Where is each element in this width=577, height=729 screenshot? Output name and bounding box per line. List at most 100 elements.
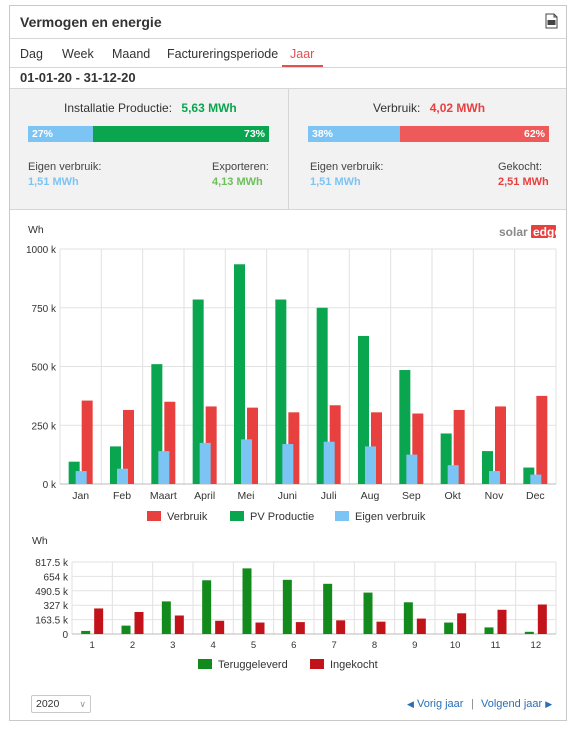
x-tick-label: Sep (402, 490, 421, 502)
x-tick-label: 12 (531, 640, 542, 651)
bar-ingekocht (457, 613, 467, 634)
x-tick-label: 11 (491, 640, 501, 651)
bar-teruggeleverd (363, 592, 373, 634)
x-tick-label: Aug (361, 490, 380, 502)
bar-teruggeleverd (444, 622, 454, 634)
brand-logo-box (531, 225, 556, 238)
production-export-segment: 73% (93, 126, 269, 142)
bar-pv-productie (151, 364, 163, 484)
bar-ingekocht (134, 611, 144, 634)
y-tick-label: 163.5 k (35, 616, 69, 627)
bar-eigen-verbruik (158, 451, 170, 484)
legend-label: Eigen verbruik (355, 511, 426, 523)
bar-ingekocht (174, 615, 184, 634)
tab-jaar[interactable]: Jaar (290, 47, 315, 61)
y-tick-label: 654 k (44, 572, 69, 583)
bar-pv-productie (68, 461, 80, 484)
bar-eigen-verbruik (447, 465, 459, 484)
bar-verbruik (371, 412, 382, 484)
x-tick-label: Okt (444, 490, 460, 502)
bar-verbruik (453, 409, 465, 484)
bar-eigen-verbruik (241, 439, 252, 484)
next-year-link[interactable]: Volgend jaar ▶ (481, 698, 553, 710)
monthly-energy-chart: solar edge Wh 0 k 250 k 500 k 750 k 1000 k Jan Fe… (26, 224, 561, 523)
x-tick-label: 8 (372, 640, 377, 651)
x-tick-label: Juni (278, 490, 297, 502)
production-self-segment: 27% (28, 126, 93, 142)
y-tick-label: 817.5 k (35, 558, 69, 569)
bar-eigen-verbruik (75, 471, 87, 484)
bar-ingekocht (376, 621, 386, 634)
bar-ingekocht (215, 620, 225, 634)
production-title: Installatie Productie: 5,63 MWh (64, 101, 237, 115)
caret-left-icon: ◀ (407, 699, 414, 709)
x-tick-label: 10 (450, 640, 461, 651)
y-tick-label: 327 k (44, 601, 69, 612)
bar-eigen-verbruik (406, 454, 418, 484)
y-tick-label: 490.5 k (35, 587, 69, 598)
legend-label: Verbruik (167, 511, 208, 523)
energy-widget: Vermogen en energie Dag Week Maand Factu… (9, 5, 567, 721)
bar-teruggeleverd (161, 601, 171, 634)
bar-teruggeleverd (484, 627, 494, 634)
x-tick-label: 7 (332, 640, 337, 651)
date-range: 01-01-20 - 31-12-20 (20, 70, 136, 85)
caret-right-icon: ▶ (545, 699, 553, 709)
bar-eigen-verbruik (365, 446, 376, 484)
bar-ingekocht (497, 609, 507, 634)
energy-summary: Installatie Productie: 5,63 MWh 27% 73% … (10, 88, 566, 210)
chevron-down-icon: ∨ (79, 699, 86, 709)
brand-logo-edge: edge (533, 225, 561, 239)
y-tick-label: 0 k (43, 480, 57, 491)
x-tick-label: 9 (412, 640, 417, 651)
bar-pv-productie (399, 370, 411, 484)
bar-teruggeleverd (524, 631, 534, 634)
bar-ingekocht (295, 622, 305, 634)
bar-ingekocht (94, 608, 104, 634)
x-tick-label: 1 (90, 640, 95, 651)
x-tick-label: Mei (238, 490, 255, 502)
year-select[interactable]: 2020 ∨ (31, 695, 91, 713)
production-self-label: Eigen verbruik: (28, 161, 102, 173)
x-tick-label: 4 (211, 640, 216, 651)
x-tick-label: 6 (291, 640, 296, 651)
bar-verbruik (495, 406, 506, 484)
consumption-total: 4,02 MWh (429, 101, 486, 115)
tab-dag[interactable]: Dag (20, 47, 43, 61)
consumption-self-value: 1,51 MWh (310, 176, 361, 188)
summary-divider (288, 89, 289, 209)
bar-verbruik (123, 409, 134, 484)
charts-area: solar edge Wh 0 k 250 k 500 k 750 k 1000 k Jan Fe… (10, 209, 566, 699)
x-tick-label: Jan (72, 490, 89, 502)
tab-week[interactable]: Week (62, 47, 94, 61)
y-axis-label: Wh (32, 535, 48, 547)
prev-year-link[interactable]: ◀ Vorig jaar (407, 698, 464, 710)
x-tick-label: Maart (150, 490, 177, 502)
bar-eigen-verbruik (489, 471, 500, 484)
bar-ingekocht (416, 618, 426, 634)
nav-separator: | (471, 698, 474, 710)
tab-maand[interactable]: Maand (112, 47, 151, 61)
bar-ingekocht (255, 622, 265, 634)
bar-teruggeleverd (81, 630, 91, 634)
y-tick-label: 500 k (32, 363, 57, 374)
x-tick-label: Nov (485, 490, 504, 502)
active-tab-indicator (282, 65, 323, 67)
legend-swatch (310, 659, 324, 669)
bar-verbruik (329, 405, 341, 484)
bar-eigen-verbruik (199, 442, 211, 484)
consumption-split-bar: 38% 62% (308, 126, 549, 142)
bar-eigen-verbruik (323, 441, 335, 484)
x-tick-label: Feb (113, 490, 131, 502)
y-tick-label: 250 k (32, 421, 57, 432)
bar-teruggeleverd (403, 602, 413, 634)
y-tick-label: 0 (62, 630, 68, 641)
legend-swatch (230, 511, 244, 521)
production-self-value: 1,51 MWh (28, 176, 79, 188)
csv-export-icon[interactable] (545, 13, 558, 29)
bar-verbruik (288, 412, 300, 484)
bar-pv-productie (358, 335, 369, 484)
tab-factureringsperiode[interactable]: Factureringsperiode (167, 47, 279, 61)
production-export-value: 4,13 MWh (212, 176, 263, 188)
